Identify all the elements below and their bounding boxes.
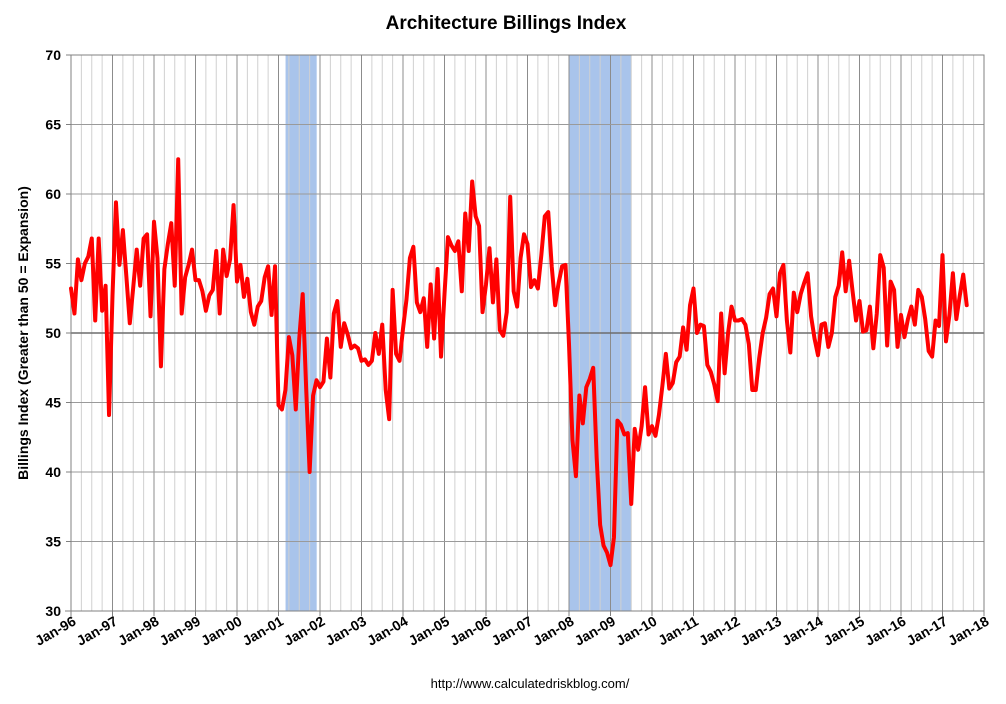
x-tick-label: Jan-10	[613, 613, 660, 649]
x-tick-label: Jan-16	[862, 613, 909, 649]
x-tick-label: Jan-97	[74, 613, 121, 649]
x-tick-label: Jan-18	[945, 613, 992, 649]
y-tick-label: 70	[45, 47, 61, 63]
chart-title: Architecture Billings Index	[386, 13, 627, 34]
y-tick-label: 40	[45, 464, 61, 480]
y-tick-label: 55	[45, 256, 61, 272]
y-tick-label: 35	[45, 534, 61, 550]
x-tick-label: Jan-01	[240, 613, 287, 649]
x-tick-label: Jan-99	[157, 613, 204, 649]
x-tick-label: Jan-07	[489, 613, 536, 649]
x-tick-label: Jan-08	[530, 613, 577, 649]
x-tick-label: Jan-98	[115, 613, 162, 649]
y-tick-label: 45	[45, 395, 61, 411]
y-tick-label: 30	[45, 603, 61, 619]
y-axis-label: Billings Index (Greater than 50 = Expans…	[15, 186, 31, 480]
x-tick-label: Jan-11	[655, 613, 701, 649]
y-tick-label: 50	[45, 325, 61, 341]
series-line-abi	[69, 157, 969, 568]
x-tick-label: Jan-03	[323, 613, 370, 649]
source-url: http://www.calculatedriskblog.com/	[431, 676, 630, 691]
y-axis-ticks: 30 35 40 45 50 55 60 65 70	[45, 47, 71, 619]
x-tick-label: Jan-00	[198, 613, 245, 649]
series-lines	[69, 157, 969, 568]
x-tick-label: Jan-02	[281, 613, 328, 649]
plot-border	[65, 54, 985, 617]
x-tick-label: Jan-14	[779, 613, 826, 649]
x-tick-label: Jan-09	[572, 613, 619, 649]
x-tick-label: Jan-04	[364, 613, 411, 649]
x-tick-label: Jan-05	[406, 613, 453, 649]
x-axis-ticks: Jan-96Jan-97Jan-98Jan-99Jan-00Jan-01Jan-…	[32, 611, 992, 649]
x-tick-label: Jan-15	[821, 613, 868, 649]
x-tick-label: Jan-13	[738, 613, 785, 649]
y-tick-label: 60	[45, 186, 61, 202]
y-tick-label: 65	[45, 117, 61, 133]
x-tick-label: Jan-17	[904, 613, 951, 649]
x-tick-label: Jan-06	[447, 613, 494, 649]
x-tick-label: Jan-12	[696, 613, 743, 649]
